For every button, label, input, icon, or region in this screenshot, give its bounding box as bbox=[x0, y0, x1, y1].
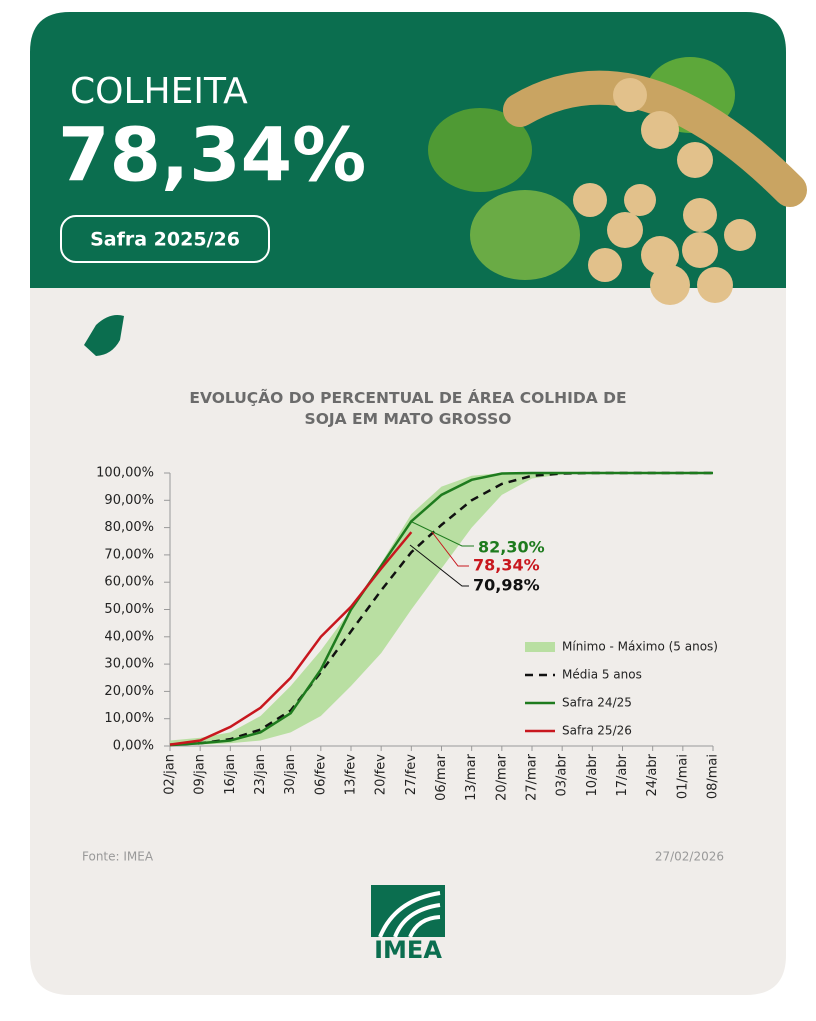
x-tick-label: 17/abr bbox=[615, 753, 630, 796]
y-tick-label: 100,00% bbox=[96, 466, 154, 481]
series-line bbox=[169, 531, 413, 746]
x-tick-label: 16/jan bbox=[223, 754, 238, 795]
chart-title: EVOLUÇÃO DO PERCENTUAL DE ÁREA COLHIDA D… bbox=[189, 389, 627, 428]
legend-swatch bbox=[525, 642, 555, 652]
badge-text: Safra 2025/26 bbox=[90, 229, 240, 251]
x-tick-label: 27/fev bbox=[404, 754, 419, 795]
x-tick-label: 13/mar bbox=[464, 753, 479, 801]
annotation-leader bbox=[409, 544, 469, 587]
source: Fonte: IMEA bbox=[82, 850, 154, 864]
annotation: 78,34% bbox=[473, 556, 540, 575]
x-tick-label: 10/abr bbox=[585, 753, 600, 796]
x-tick-label: 24/abr bbox=[645, 753, 660, 796]
x-tick-label: 01/mai bbox=[675, 754, 690, 799]
logo-text: IMEA bbox=[374, 936, 442, 964]
annotation: 70,98% bbox=[473, 576, 540, 595]
x-tick-label: 30/jan bbox=[283, 754, 298, 795]
y-tick-label: 70,00% bbox=[104, 547, 154, 562]
y-tick-label: 50,00% bbox=[104, 602, 154, 617]
y-tick-label: 60,00% bbox=[104, 575, 154, 590]
y-tick-label: 0,00% bbox=[113, 739, 154, 754]
y-tick-label: 80,00% bbox=[104, 520, 154, 535]
x-tick-label: 06/fev bbox=[313, 754, 328, 795]
header-value: 78,34% bbox=[58, 113, 366, 199]
y-tick-label: 10,00% bbox=[104, 711, 154, 726]
x-tick-label: 13/fev bbox=[344, 754, 359, 795]
header-label: COLHEITA bbox=[70, 71, 248, 112]
x-tick-label: 06/mar bbox=[434, 753, 449, 801]
y-tick-label: 20,00% bbox=[104, 684, 154, 699]
x-tick-label: 09/jan bbox=[193, 754, 208, 795]
legend-label: Safra 25/26 bbox=[562, 724, 632, 738]
x-tick-label: 02/jan bbox=[163, 754, 178, 795]
badge bbox=[60, 215, 270, 263]
x-tick-label: 20/fev bbox=[374, 754, 389, 795]
series-line bbox=[169, 471, 713, 747]
legend-label: Média 5 anos bbox=[562, 668, 642, 682]
soy-image bbox=[428, 57, 807, 305]
date: 27/02/2026 bbox=[655, 850, 724, 864]
x-tick-label: 20/mar bbox=[494, 753, 509, 801]
x-tick-label: 03/abr bbox=[555, 753, 570, 796]
soy-icon bbox=[84, 315, 124, 356]
y-tick-label: 30,00% bbox=[104, 657, 154, 672]
annotation-leader bbox=[431, 531, 469, 567]
annotation-leader bbox=[409, 520, 474, 547]
legend-label: Safra 24/25 bbox=[562, 696, 632, 710]
annotation: 82,30% bbox=[478, 538, 545, 557]
legend-label: Mínimo - Máximo (5 anos) bbox=[562, 640, 718, 654]
range-band bbox=[170, 473, 713, 746]
y-tick-label: 40,00% bbox=[104, 629, 154, 644]
x-tick-label: 27/mar bbox=[525, 753, 540, 801]
logo-lines bbox=[378, 891, 441, 938]
x-tick-label: 08/mai bbox=[706, 754, 721, 799]
x-tick-label: 23/jan bbox=[253, 754, 268, 795]
y-tick-label: 90,00% bbox=[104, 493, 154, 508]
